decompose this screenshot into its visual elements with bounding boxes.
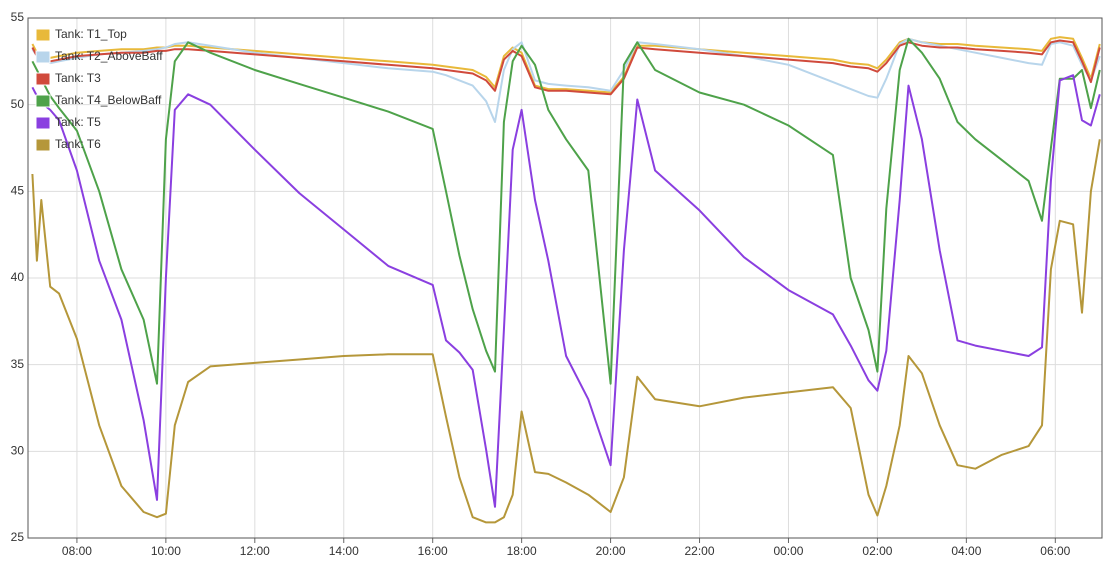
y-tick-label: 25 bbox=[11, 530, 25, 544]
y-tick-label: 40 bbox=[11, 270, 25, 284]
y-tick-label: 55 bbox=[11, 10, 25, 24]
series-line bbox=[31, 37, 1101, 385]
x-tick-label: 12:00 bbox=[240, 544, 270, 558]
x-tick-label: 02:00 bbox=[862, 544, 892, 558]
x-tick-label: 16:00 bbox=[418, 544, 448, 558]
legend-label: Tank: T1_Top bbox=[55, 27, 127, 41]
x-tick-label: 08:00 bbox=[62, 544, 92, 558]
legend-label: Tank: T4_BelowBaff bbox=[55, 93, 162, 107]
legend-swatch bbox=[35, 28, 51, 42]
series-line bbox=[31, 139, 1101, 524]
y-tick-label: 45 bbox=[11, 184, 25, 198]
legend-swatch bbox=[35, 116, 51, 130]
legend-label: Tank: T2_AboveBaff bbox=[55, 49, 163, 63]
series-line bbox=[31, 39, 1101, 96]
legend-swatch bbox=[35, 138, 51, 152]
legend-label: Tank: T6 bbox=[55, 137, 101, 151]
legend-label: Tank: T5 bbox=[55, 115, 101, 129]
x-tick-label: 22:00 bbox=[685, 544, 715, 558]
x-tick-label: 10:00 bbox=[151, 544, 181, 558]
x-tick-label: 04:00 bbox=[951, 544, 981, 558]
legend-label: Tank: T3 bbox=[55, 71, 101, 85]
y-tick-label: 35 bbox=[11, 357, 25, 371]
x-tick-label: 18:00 bbox=[507, 544, 537, 558]
x-tick-label: 06:00 bbox=[1040, 544, 1070, 558]
x-tick-label: 00:00 bbox=[773, 544, 803, 558]
y-tick-label: 50 bbox=[11, 97, 25, 111]
y-tick-label: 30 bbox=[11, 444, 25, 458]
legend-swatch bbox=[35, 50, 51, 64]
legend-swatch bbox=[35, 94, 51, 108]
plot-border bbox=[27, 17, 1103, 539]
series-line bbox=[31, 74, 1101, 508]
legend-swatch bbox=[35, 72, 51, 86]
x-tick-label: 14:00 bbox=[329, 544, 359, 558]
series-line bbox=[31, 37, 1101, 123]
x-tick-label: 20:00 bbox=[596, 544, 626, 558]
legend: Tank: T1_Top Tank: T2_AboveBaff Tank: T3 Ta… bbox=[35, 27, 163, 152]
